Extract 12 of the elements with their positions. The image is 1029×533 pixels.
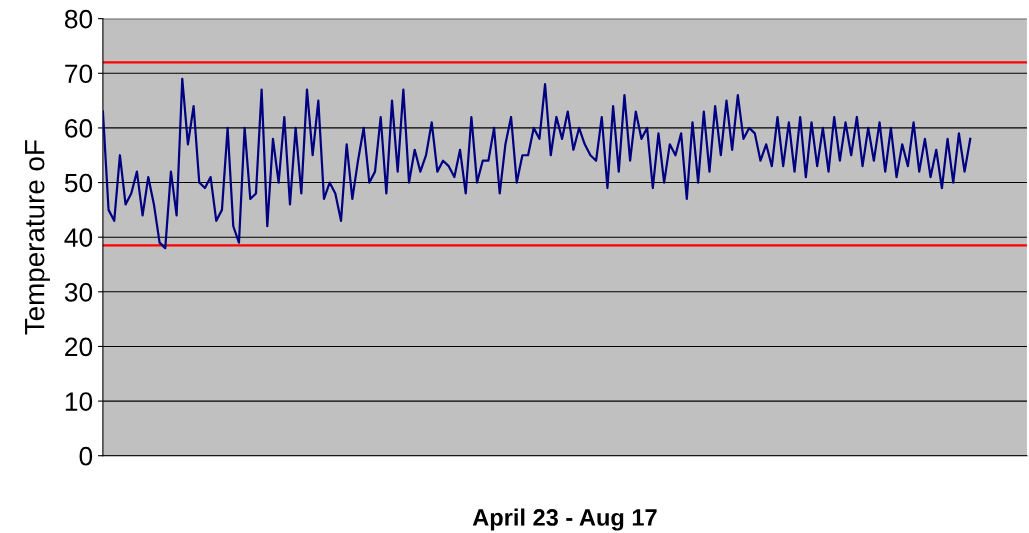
y-tick-label: 80: [64, 9, 93, 29]
y-tick-label: 40: [64, 228, 93, 248]
x-axis-title: April 23 - Aug 17: [472, 508, 657, 531]
y-tick-label: 0: [79, 446, 93, 466]
line-series: [102, 77, 972, 250]
y-tick-label: 70: [65, 64, 93, 84]
y-tick-label: 10: [65, 392, 93, 411]
y-tick-label: 30: [64, 282, 93, 302]
y-axis-title: Temperature oF: [25, 140, 50, 335]
y-tick-label: 60: [65, 119, 93, 138]
y-tick-label: 50: [64, 173, 93, 193]
y-tick-label: 20: [65, 337, 93, 357]
